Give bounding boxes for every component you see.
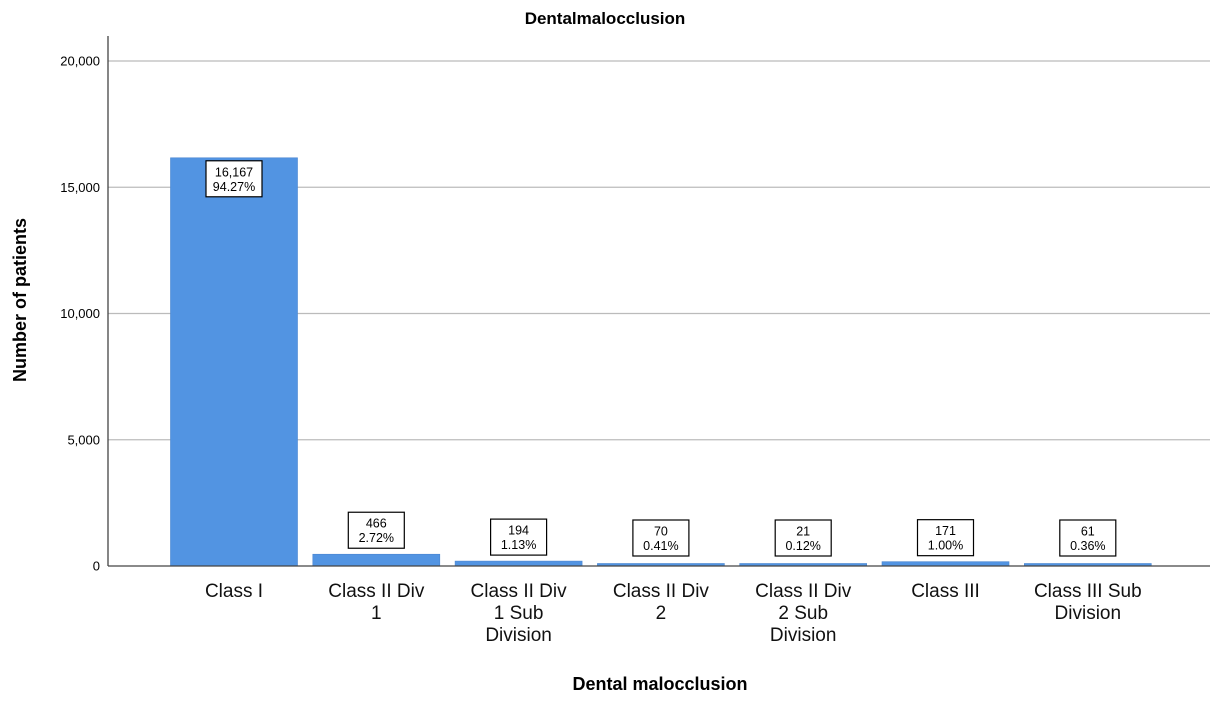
x-tick-label: Class III bbox=[911, 581, 980, 602]
x-tick-label: Class I bbox=[205, 581, 263, 602]
x-axis-title: Dental malocclusion bbox=[572, 674, 747, 694]
y-tick-labels: 0 5,000 10,000 15,000 20,000 bbox=[60, 54, 100, 574]
data-label-count: 16,167 bbox=[215, 165, 253, 179]
data-label-box bbox=[916, 519, 975, 557]
data-label-percent: 0.36% bbox=[1070, 539, 1105, 553]
y-tick-label: 5,000 bbox=[67, 432, 100, 447]
data-label-box bbox=[205, 160, 263, 198]
data-label-percent: 0.12% bbox=[785, 539, 820, 553]
data-label: 210.12% bbox=[774, 519, 832, 557]
x-tick-label: Class III Sub Division bbox=[1034, 581, 1142, 624]
data-label-percent: 2.72% bbox=[359, 531, 394, 545]
data-label-count: 70 bbox=[654, 525, 668, 539]
data-label: 700.41% bbox=[632, 519, 690, 557]
bars bbox=[170, 157, 1152, 567]
bar bbox=[170, 157, 298, 567]
data-label-count: 171 bbox=[935, 524, 956, 538]
data-label-box bbox=[774, 519, 832, 557]
data-label-percent: 1.13% bbox=[501, 538, 536, 552]
bar bbox=[454, 560, 583, 567]
x-tick-label: Class II Div 1 bbox=[328, 581, 425, 624]
data-label-count: 21 bbox=[796, 525, 810, 539]
y-tick-label: 20,000 bbox=[60, 54, 100, 69]
x-tick-labels: Class I Class II Div 1 Class II Div 1 Sub Div… bbox=[205, 581, 1142, 646]
data-label-count: 466 bbox=[366, 517, 387, 531]
y-tick-label: 0 bbox=[93, 559, 100, 574]
y-tick-label: 15,000 bbox=[60, 180, 100, 195]
data-label-count: 194 bbox=[508, 524, 529, 538]
y-axis-title: Number of patients bbox=[10, 218, 30, 382]
bar bbox=[312, 553, 441, 567]
data-label-percent: 94.27% bbox=[213, 180, 255, 194]
data-label-box bbox=[1059, 519, 1117, 557]
x-tick-label: Class II Div 2 Sub Division bbox=[755, 581, 852, 646]
x-tick-label: Class II Div 1 Sub Division bbox=[471, 581, 568, 646]
chart-title: Dentalmalocclusion bbox=[525, 9, 686, 28]
data-label-percent: 0.41% bbox=[643, 539, 678, 553]
data-label-box bbox=[347, 511, 405, 549]
data-label-box bbox=[490, 518, 548, 556]
x-tick-label: Class II Div 2 bbox=[613, 581, 710, 624]
data-label-box bbox=[632, 519, 690, 557]
data-label: 610.36% bbox=[1059, 519, 1117, 557]
data-label-count: 61 bbox=[1081, 525, 1095, 539]
data-label-percent: 1.00% bbox=[928, 539, 963, 553]
y-tick-label: 10,000 bbox=[60, 306, 100, 321]
axes bbox=[107, 36, 1210, 567]
